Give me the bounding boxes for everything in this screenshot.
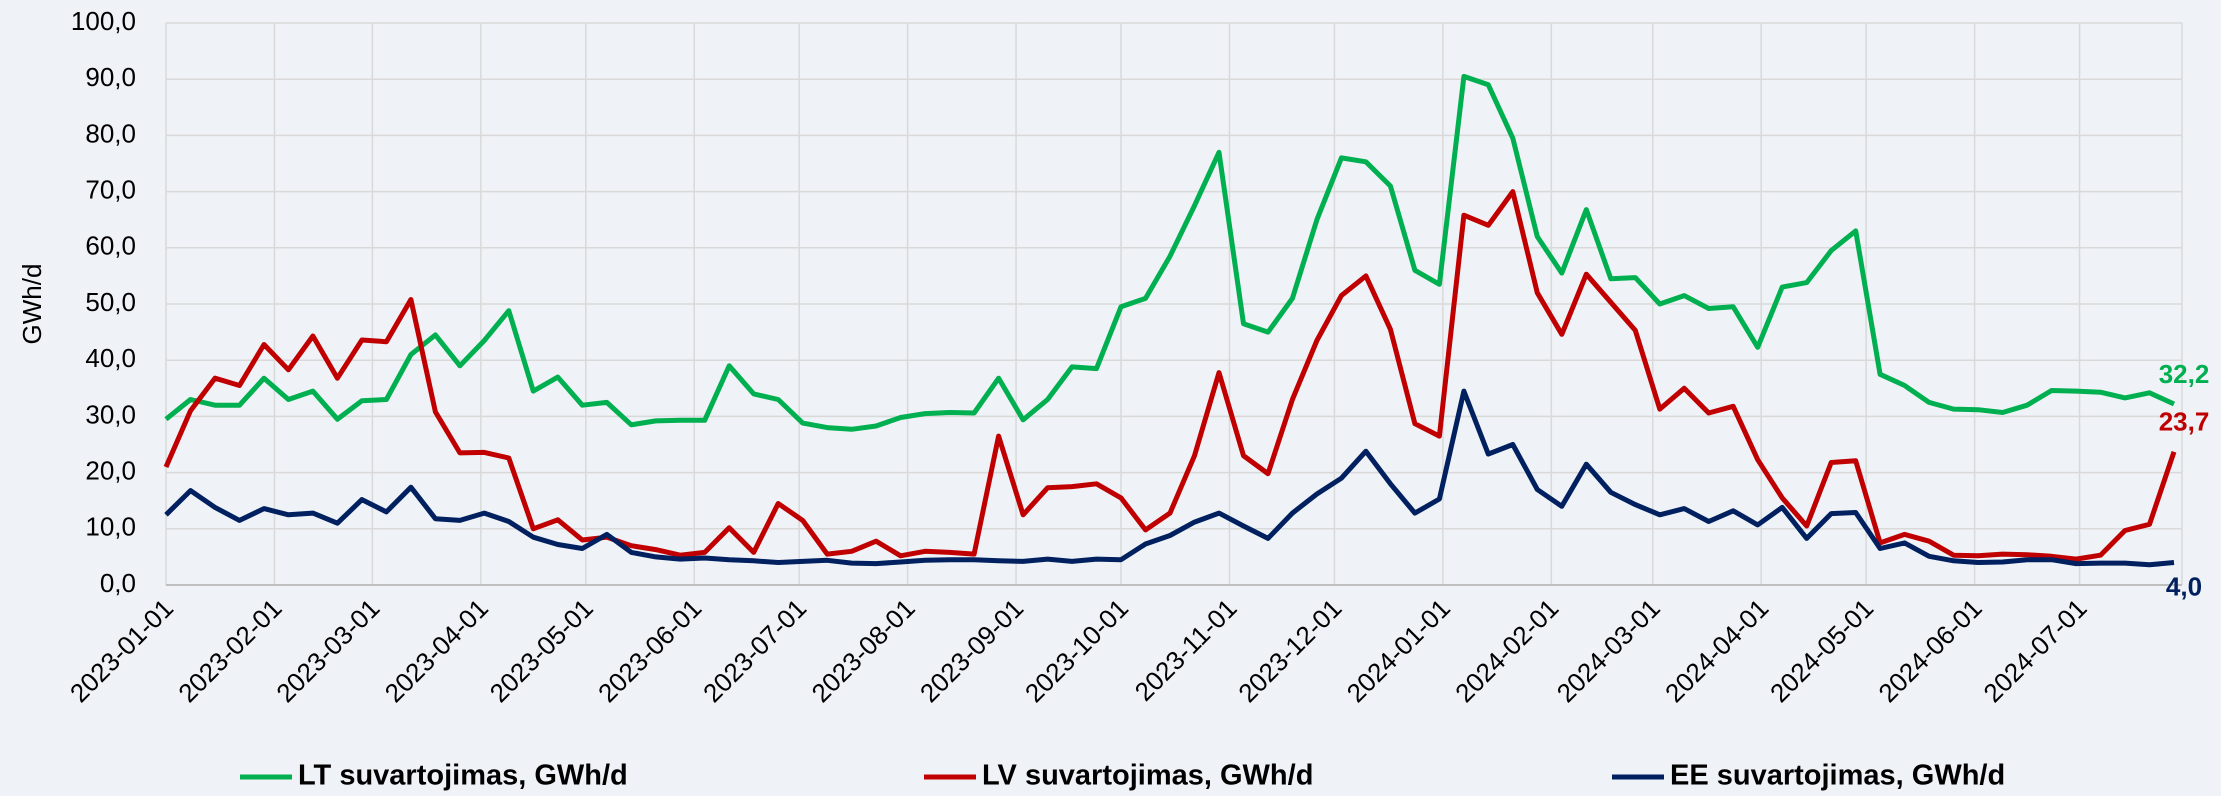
y-tick-label: 100,0: [71, 6, 136, 36]
x-tick-label: 2024-01-01: [1341, 593, 1456, 708]
y-tick-label: 30,0: [85, 399, 136, 429]
x-tick-label: 2023-01-01: [64, 593, 179, 708]
x-tick-label: 2023-08-01: [805, 593, 920, 708]
data-label: 32,2: [2159, 359, 2210, 389]
y-axis-label: GWh/d: [17, 264, 47, 345]
x-tick-label: 2024-02-01: [1449, 593, 1564, 708]
x-tick-label: 2023-12-01: [1232, 593, 1347, 708]
x-tick-label: 2023-04-01: [379, 593, 494, 708]
x-tick-label: 2023-03-01: [270, 593, 385, 708]
legend-label: LV suvartojimas, GWh/d: [982, 760, 1313, 792]
y-tick-label: 90,0: [85, 62, 136, 92]
x-tick-label: 2023-05-01: [484, 593, 599, 708]
y-tick-label: 80,0: [85, 118, 136, 148]
x-tick-label: 2024-05-01: [1764, 593, 1879, 708]
x-tick-label: 2023-02-01: [172, 593, 287, 708]
y-tick-label: 10,0: [85, 512, 136, 542]
y-tick-label: 70,0: [85, 174, 136, 204]
x-tick-label: 2023-10-01: [1019, 593, 1134, 708]
y-tick-label: 0,0: [100, 568, 136, 598]
series-line: [163, 189, 2177, 562]
series-line: [164, 73, 2176, 432]
data-label: 4,0: [2166, 571, 2202, 601]
y-tick-label: 40,0: [85, 343, 136, 373]
legend-label: LT suvartojimas, GWh/d: [298, 760, 628, 792]
y-tick-label: 60,0: [85, 231, 136, 261]
y-tick-label: 20,0: [85, 455, 136, 485]
series-line: [164, 388, 2175, 568]
x-tick-label: 2023-11-01: [1129, 593, 1243, 707]
x-tick-label: 2024-03-01: [1551, 593, 1666, 708]
x-tick-label: 2023-07-01: [697, 593, 812, 708]
x-tick-label: 2024-06-01: [1872, 593, 1987, 708]
x-tick-label: 2023-09-01: [914, 593, 1029, 708]
data-label: 23,7: [2159, 407, 2210, 437]
y-tick-label: 50,0: [85, 287, 136, 317]
x-tick-label: 2024-07-01: [1977, 593, 2092, 708]
x-tick-label: 2024-04-01: [1659, 593, 1774, 708]
x-tick-label: 2023-06-01: [592, 593, 707, 708]
legend-label: EE suvartojimas, GWh/d: [1670, 760, 2005, 792]
